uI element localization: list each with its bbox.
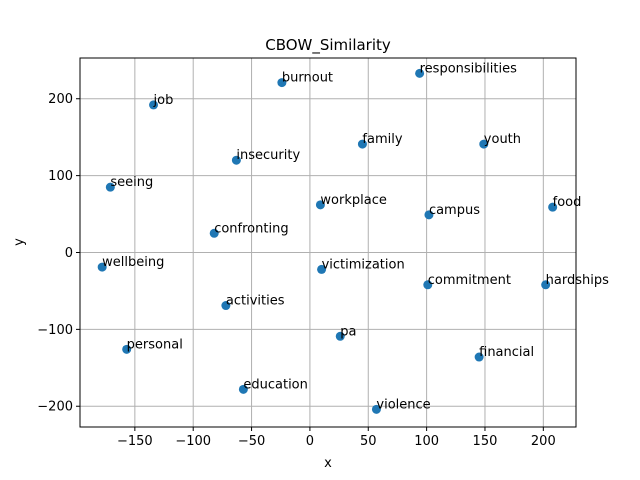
data-point bbox=[97, 262, 107, 272]
x-tick-label: 100 bbox=[414, 434, 439, 449]
data-point bbox=[415, 68, 425, 78]
x-tick-label: 0 bbox=[306, 434, 314, 449]
data-point bbox=[541, 280, 551, 290]
data-point bbox=[209, 228, 219, 238]
data-point bbox=[479, 139, 489, 149]
grid-lines bbox=[80, 58, 576, 427]
y-tick-label: −200 bbox=[37, 400, 73, 415]
y-tick-label: 100 bbox=[48, 169, 73, 184]
y-tick-label: −100 bbox=[37, 323, 73, 338]
data-point-label: responsibilities bbox=[420, 61, 517, 76]
data-point-label: campus bbox=[429, 203, 480, 218]
data-point bbox=[238, 384, 248, 394]
data-point bbox=[474, 352, 484, 362]
data-point-label: violence bbox=[376, 397, 430, 412]
data-point bbox=[149, 100, 159, 110]
data-point bbox=[221, 301, 231, 311]
x-tick-label: 50 bbox=[360, 434, 377, 449]
data-point-label: victimization bbox=[322, 257, 405, 272]
data-point-label: activities bbox=[226, 294, 285, 309]
plot-frame bbox=[79, 57, 577, 428]
data-point-label: youth bbox=[484, 132, 521, 147]
data-point-label: workplace bbox=[320, 193, 386, 208]
x-tick-label: −50 bbox=[238, 434, 265, 449]
data-point-label: wellbeing bbox=[102, 255, 164, 270]
data-point bbox=[335, 331, 345, 341]
data-point bbox=[371, 404, 381, 414]
x-tick-label: 200 bbox=[531, 434, 556, 449]
y-tick-label: 200 bbox=[48, 92, 73, 107]
data-points: responsibilities burnout job family youth ins… bbox=[97, 61, 609, 414]
data-point bbox=[548, 202, 558, 212]
data-point bbox=[317, 264, 327, 274]
data-point-label: insecurity bbox=[236, 148, 300, 163]
data-point bbox=[423, 280, 433, 290]
data-point-label: commitment bbox=[428, 273, 511, 288]
data-point-label: family bbox=[362, 132, 402, 147]
x-tick-label: −150 bbox=[117, 434, 153, 449]
data-point-label: seeing bbox=[110, 175, 153, 190]
data-point-label: food bbox=[553, 195, 582, 210]
x-tick-label: 150 bbox=[473, 434, 498, 449]
data-point-label: job bbox=[153, 93, 174, 108]
data-point-label: pa bbox=[340, 324, 356, 339]
data-point bbox=[122, 344, 132, 354]
y-tick-label: 0 bbox=[65, 246, 73, 261]
data-point bbox=[357, 139, 367, 149]
data-point bbox=[231, 155, 241, 165]
data-point bbox=[105, 182, 115, 192]
data-point bbox=[315, 200, 325, 210]
data-point-label: financial bbox=[479, 345, 534, 360]
data-point bbox=[277, 78, 287, 88]
data-point-label: education bbox=[243, 377, 308, 392]
data-point-label: confronting bbox=[214, 221, 288, 236]
axis-ticks: −150 −100 −50 0 50 100 150 200 −200 −100 0 100 200 bbox=[37, 92, 555, 449]
x-tick-label: −100 bbox=[175, 434, 211, 449]
x-axis-label: x bbox=[324, 456, 332, 471]
data-point bbox=[424, 210, 434, 220]
data-point-label: personal bbox=[127, 337, 183, 352]
chart-title: CBOW_Similarity bbox=[265, 36, 391, 55]
data-point-label: hardships bbox=[546, 273, 609, 288]
y-axis-label: y bbox=[12, 238, 27, 246]
data-point-label: burnout bbox=[282, 71, 333, 86]
